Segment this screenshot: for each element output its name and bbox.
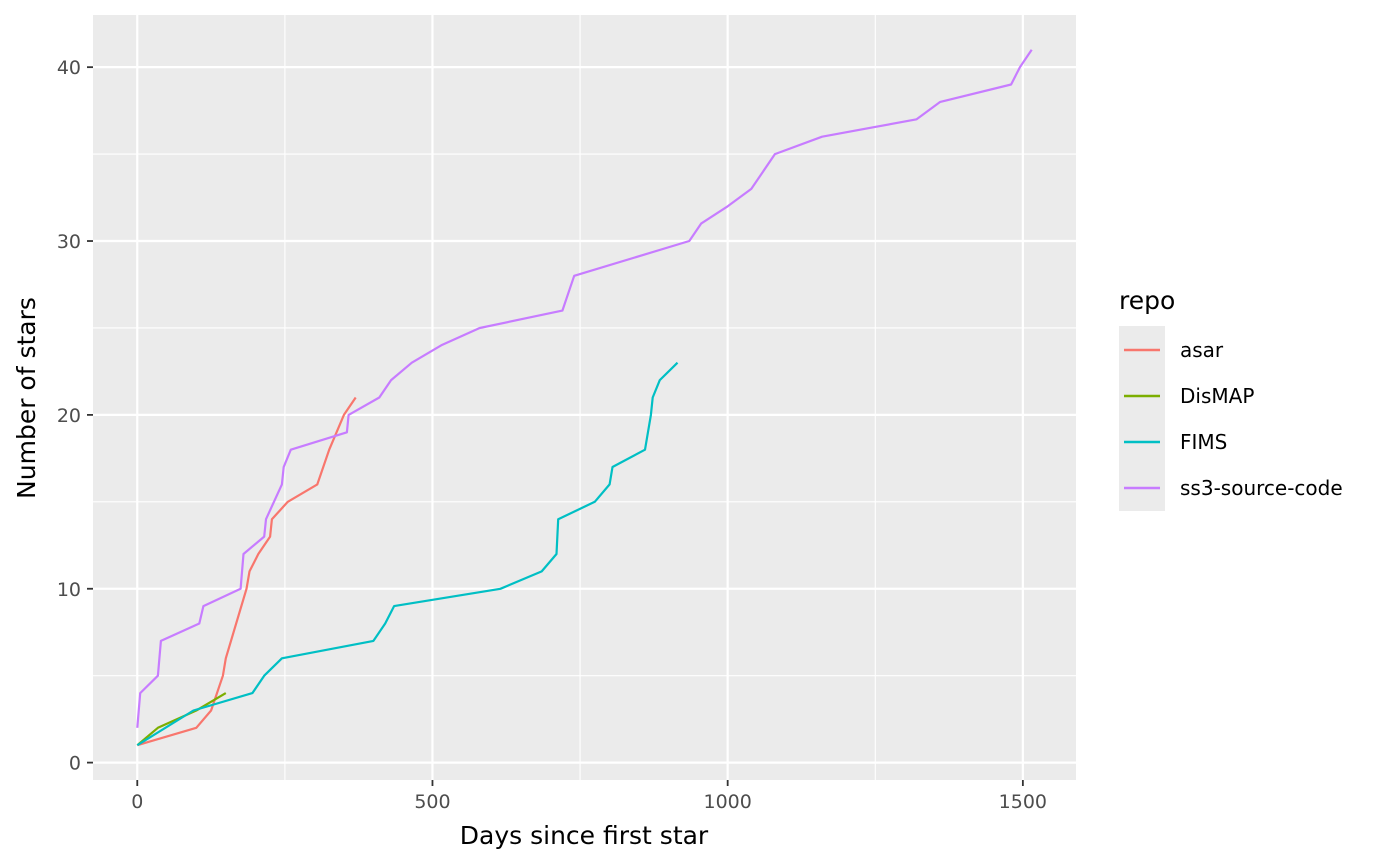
- grid-major: [93, 15, 1076, 780]
- y-tick-label: 40: [57, 57, 81, 79]
- legend-label: asar: [1180, 338, 1224, 362]
- legend: repo asar DisMAP FIMS ss3-source-code: [1119, 286, 1343, 511]
- x-axis: 0 500 1000 1500: [131, 780, 1047, 813]
- y-axis: 0 10 20 30 40: [57, 57, 93, 775]
- plot-panel: [93, 15, 1076, 780]
- series-lines: [136, 49, 1033, 747]
- x-tick-label: 0: [131, 791, 143, 813]
- legend-key-background: [1119, 326, 1165, 511]
- legend-label: FIMS: [1180, 430, 1227, 454]
- series-line-fims: [136, 361, 679, 747]
- series-line-dismap: [136, 692, 227, 747]
- legend-label: ss3-source-code: [1180, 476, 1343, 500]
- legend-title: repo: [1119, 286, 1175, 315]
- y-tick-label: 20: [57, 405, 81, 427]
- x-tick-label: 1000: [703, 791, 751, 813]
- series-line-ss3-source-code: [136, 49, 1033, 728]
- y-tick-label: 30: [57, 231, 81, 253]
- x-tick-label: 1500: [999, 791, 1047, 813]
- y-tick-label: 0: [69, 753, 81, 775]
- x-tick-label: 500: [414, 791, 450, 813]
- y-axis-title: Number of stars: [12, 297, 41, 499]
- legend-items: asar DisMAP FIMS ss3-source-code: [1124, 338, 1343, 500]
- legend-label: DisMAP: [1180, 384, 1254, 408]
- x-axis-title: Days since first star: [460, 821, 709, 850]
- grid-minor: [93, 15, 1076, 780]
- y-tick-label: 10: [57, 579, 81, 601]
